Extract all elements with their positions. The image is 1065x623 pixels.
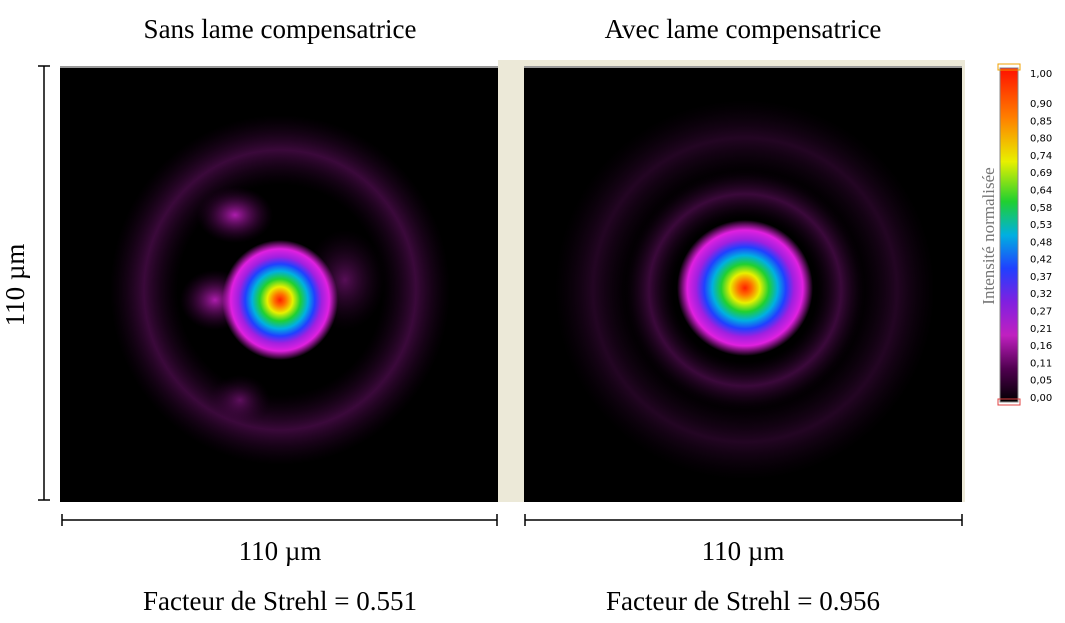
scale-label: 110 µm bbox=[702, 536, 785, 566]
colorbar-label: 1,00 bbox=[1030, 69, 1052, 80]
colorbar-label: 0,21 bbox=[1030, 324, 1052, 335]
colorbar-label: 0,69 bbox=[1030, 168, 1052, 179]
central-spot bbox=[222, 240, 338, 360]
lobe bbox=[210, 375, 270, 425]
colorbar-label: 0,58 bbox=[1030, 203, 1052, 214]
lobe bbox=[197, 187, 273, 243]
colorbar-label: 0,74 bbox=[1030, 151, 1052, 162]
colorbar-label: 0,16 bbox=[1030, 341, 1052, 352]
colorbar-handle[interactable] bbox=[997, 63, 1021, 71]
colorbar-label: 0,90 bbox=[1030, 99, 1052, 110]
colorbar-label: 0,85 bbox=[1030, 116, 1052, 127]
colorbar-label: 0,53 bbox=[1030, 220, 1052, 231]
colorbar-label: 0,05 bbox=[1030, 376, 1052, 387]
colorbar-title: Intensité normalisée bbox=[979, 167, 998, 304]
colorbar-label: 0,80 bbox=[1030, 134, 1052, 145]
colorbar-label: 0,27 bbox=[1030, 307, 1052, 318]
central-spot bbox=[677, 220, 813, 356]
colorbar-label: 0,42 bbox=[1030, 255, 1052, 266]
colorbar-label: 0,37 bbox=[1030, 272, 1052, 283]
scale-label: 110 µm bbox=[239, 536, 322, 566]
colorbar-label: 0,00 bbox=[1030, 393, 1052, 404]
colorbar-label: 0,64 bbox=[1030, 185, 1052, 196]
panel-title: Avec lame compensatrice bbox=[605, 14, 882, 44]
colorbar-label: 0,11 bbox=[1030, 358, 1052, 369]
panel-title: Sans lame compensatrice bbox=[144, 14, 417, 44]
colorbar-label: 0,32 bbox=[1030, 289, 1052, 300]
scale-bars bbox=[38, 65, 963, 526]
vertical-scale-label: 110 µm bbox=[0, 244, 30, 327]
strehl-factor: Facteur de Strehl = 0.551 bbox=[143, 586, 417, 616]
colorbar bbox=[999, 67, 1019, 403]
strehl-factor: Facteur de Strehl = 0.956 bbox=[606, 586, 880, 616]
colorbar-label: 0,48 bbox=[1030, 237, 1052, 248]
colorbar-handle[interactable] bbox=[997, 398, 1021, 406]
